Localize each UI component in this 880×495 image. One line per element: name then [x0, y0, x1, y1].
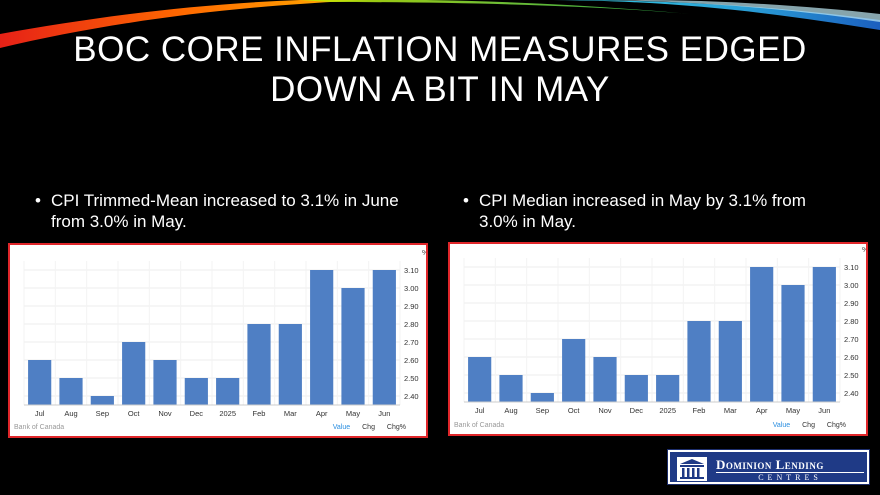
bar	[59, 378, 83, 405]
bullet-right: • CPI Median increased in May by 3.1% fr…	[463, 190, 839, 232]
bar	[90, 396, 114, 405]
y-tick-label: 2.50	[844, 371, 859, 380]
x-tick-label: Jun	[818, 406, 830, 415]
bar	[153, 360, 177, 405]
y-tick-label: 3.00	[404, 284, 419, 293]
bullet-left-text: CPI Trimmed-Mean increased to 3.1% in Ju…	[51, 191, 399, 231]
x-tick-label: Sep	[536, 406, 549, 415]
x-tick-label: 2025	[219, 409, 236, 418]
bar	[341, 288, 365, 405]
x-tick-label: Oct	[128, 409, 141, 418]
x-tick-label: May	[346, 409, 360, 418]
logo-sub: CENTRES	[758, 473, 822, 482]
y-tick-label: 2.60	[404, 356, 419, 365]
bar	[687, 321, 711, 402]
bullet-marker: •	[463, 191, 469, 210]
bar	[499, 375, 523, 402]
bar	[781, 285, 805, 402]
y-tick-label: 2.70	[404, 338, 419, 347]
y-tick-label: 2.50	[404, 374, 419, 383]
bar	[624, 375, 648, 402]
chart-tabs: Value Chg Chg%	[763, 422, 846, 429]
bar	[278, 324, 302, 405]
x-tick-label: May	[786, 406, 800, 415]
x-tick-label: Nov	[598, 406, 612, 415]
bar	[372, 270, 396, 405]
x-tick-label: Apr	[756, 406, 768, 415]
tab-chg[interactable]: Chg	[802, 422, 815, 429]
decorative-swoosh	[0, 0, 880, 60]
chart-panel-median: 3.10 3.00 2.90 2.80 2.70 2.60 2.50 2.40% Jul Aug S…	[448, 242, 868, 436]
x-tick-label: Jul	[35, 409, 45, 418]
bar	[28, 360, 52, 405]
slide-title-line-1: BOC CORE INFLATION MEASURES EDGED	[73, 30, 807, 69]
chart-source: Bank of Canada	[14, 424, 65, 431]
y-tick-label: 2.70	[844, 335, 859, 344]
y-tick-label: 3.00	[844, 281, 859, 290]
chart-panel-trimmed-mean: 3.10 3.00 2.90 2.80 2.70 2.60 2.50 2.40% Jul Aug S…	[8, 243, 428, 438]
slide-title-line-2: DOWN A BIT IN MAY	[270, 70, 610, 109]
tab-chg-pct[interactable]: Chg%	[826, 422, 846, 429]
bar	[750, 267, 774, 402]
logo-name: Dominion Lending	[716, 457, 824, 472]
x-tick-label: Mar	[724, 406, 737, 415]
bar	[812, 267, 836, 402]
chart-trimmed-mean: 3.10 3.00 2.90 2.80 2.70 2.60 2.50 2.40% Jul Aug S…	[23, 248, 426, 418]
dominion-lending-logo: Dominion Lending CENTRES	[667, 449, 870, 485]
y-tick-label: 3.10	[844, 263, 859, 272]
bar	[122, 342, 146, 405]
chart-source: Bank of Canada	[454, 422, 505, 429]
x-tick-label: Nov	[158, 409, 172, 418]
slide-title: BOC CORE INFLATION MEASURES EDGED DOWN A…	[0, 30, 880, 110]
x-tick-label: Sep	[96, 409, 109, 418]
bar	[216, 378, 240, 405]
bar	[656, 375, 680, 402]
tab-value[interactable]: Value	[772, 422, 791, 429]
building-columns-icon	[677, 457, 707, 481]
y-tick-label: 2.80	[404, 320, 419, 329]
bar	[530, 393, 554, 402]
x-tick-label: Feb	[253, 409, 266, 418]
x-tick-label: Aug	[504, 406, 517, 415]
x-tick-label: 2025	[659, 406, 676, 415]
x-tick-label: Dec	[630, 406, 644, 415]
y-unit-label: %	[422, 248, 426, 257]
bullet-left: • CPI Trimmed-Mean increased to 3.1% in …	[35, 190, 411, 232]
bar	[562, 339, 586, 402]
x-tick-label: Jul	[475, 406, 485, 415]
chart-tabs: Value Chg Chg%	[323, 424, 406, 431]
bar	[718, 321, 742, 402]
bar	[468, 357, 492, 402]
x-tick-label: Apr	[316, 409, 328, 418]
chart-median: 3.10 3.00 2.90 2.80 2.70 2.60 2.50 2.40% Jul Aug S…	[463, 245, 866, 415]
tab-chg-pct[interactable]: Chg%	[386, 424, 406, 431]
y-tick-label: 3.10	[404, 266, 419, 275]
x-tick-label: Oct	[568, 406, 581, 415]
x-tick-label: Aug	[64, 409, 77, 418]
bar	[184, 378, 208, 405]
y-tick-label: 2.80	[844, 317, 859, 326]
y-tick-label: 2.40	[844, 389, 859, 398]
y-tick-label: 2.40	[404, 392, 419, 401]
y-unit-label: %	[862, 245, 866, 254]
y-tick-label: 2.90	[404, 302, 419, 311]
logo-rule	[716, 472, 864, 473]
bar	[593, 357, 617, 402]
x-tick-label: Dec	[190, 409, 204, 418]
bullet-right-text: CPI Median increased in May by 3.1% from…	[479, 191, 806, 231]
x-tick-label: Jun	[378, 409, 390, 418]
y-tick-label: 2.60	[844, 353, 859, 362]
x-tick-label: Mar	[284, 409, 297, 418]
bar	[310, 270, 334, 405]
y-tick-label: 2.90	[844, 299, 859, 308]
bullet-marker: •	[35, 191, 41, 210]
tab-value[interactable]: Value	[332, 424, 351, 431]
x-tick-label: Feb	[693, 406, 706, 415]
bar	[247, 324, 271, 405]
tab-chg[interactable]: Chg	[362, 424, 375, 431]
